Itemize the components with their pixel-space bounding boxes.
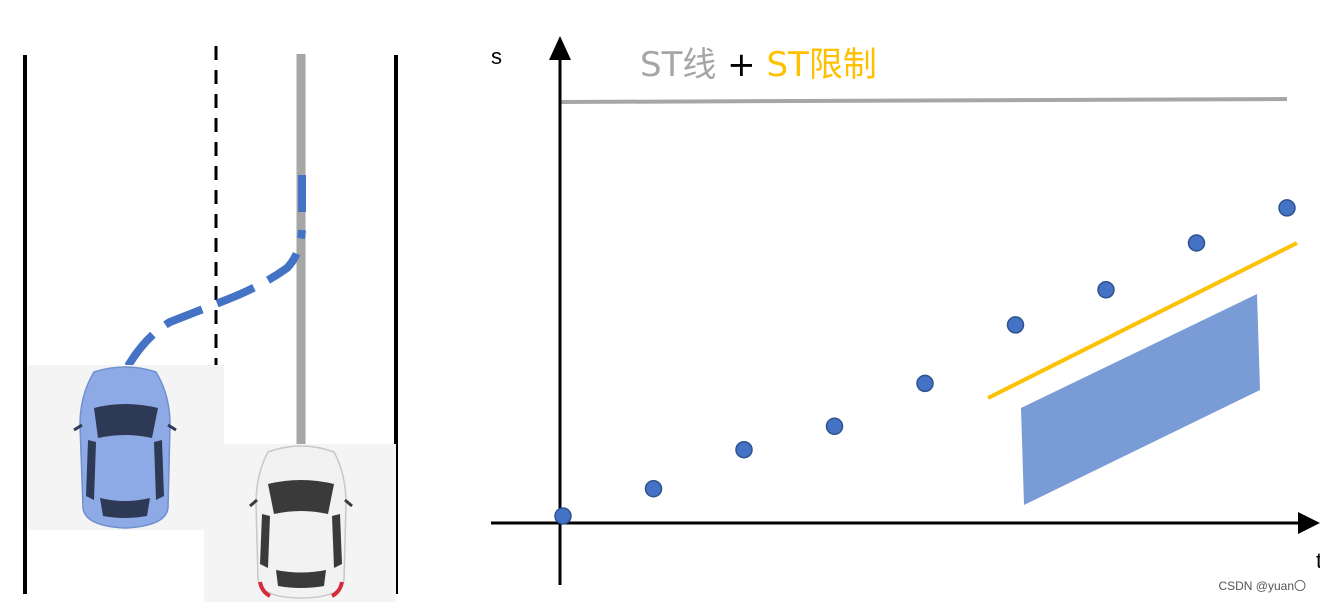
st-point-5 <box>1006 316 1025 334</box>
ego-car-roof <box>99 440 151 496</box>
other-car-left-taillight <box>258 581 271 598</box>
chart-title: ST线 + ST限制 <box>640 45 877 85</box>
ego-car-left-side-window <box>86 440 96 500</box>
t-axis-label: t <box>1316 548 1320 573</box>
st-graph: ST线 + ST限制 s t <box>491 36 1320 585</box>
other-car-left-mirror <box>249 498 258 508</box>
planned-path-dashed <box>124 229 306 369</box>
other-car-left-side-window <box>260 514 270 568</box>
ego-car-rear-window <box>100 498 150 518</box>
watermark: CSDN @yuan〇 <box>1218 579 1306 593</box>
st-point-1 <box>644 479 663 498</box>
ego-car-right-side-window <box>154 440 164 500</box>
st-point-8 <box>1278 199 1296 217</box>
st-point-2 <box>735 440 753 459</box>
ego-car <box>28 365 224 530</box>
other-car-windshield <box>268 480 334 514</box>
st-upper-limit-line <box>559 97 1288 104</box>
other-car <box>204 444 396 602</box>
st-limit-line <box>987 241 1298 400</box>
other-car-right-side-window <box>332 514 342 568</box>
obstacle-st-region <box>1021 294 1260 505</box>
s-axis-arrow <box>549 36 571 60</box>
title-plus: + <box>716 45 766 85</box>
road-scene <box>23 46 398 602</box>
s-axis-label: s <box>491 44 502 69</box>
st-point-6 <box>1097 281 1115 299</box>
title-st-line: ST线 <box>640 45 716 85</box>
other-car-rear-window <box>276 570 326 588</box>
t-axis-arrow <box>1298 512 1320 534</box>
ego-car-windshield <box>94 404 158 438</box>
ego-car-left-mirror <box>73 423 83 432</box>
st-point-4 <box>916 374 934 393</box>
other-car-right-taillight <box>331 581 344 598</box>
other-car-right-mirror <box>344 498 353 508</box>
st-point-3 <box>825 417 844 436</box>
st-point-0 <box>554 507 572 525</box>
st-point-7 <box>1187 234 1206 252</box>
ego-car-right-mirror <box>167 423 177 432</box>
other-car-roof <box>276 516 326 568</box>
title-st-limit: ST限制 <box>766 45 876 85</box>
st-points <box>554 199 1296 525</box>
